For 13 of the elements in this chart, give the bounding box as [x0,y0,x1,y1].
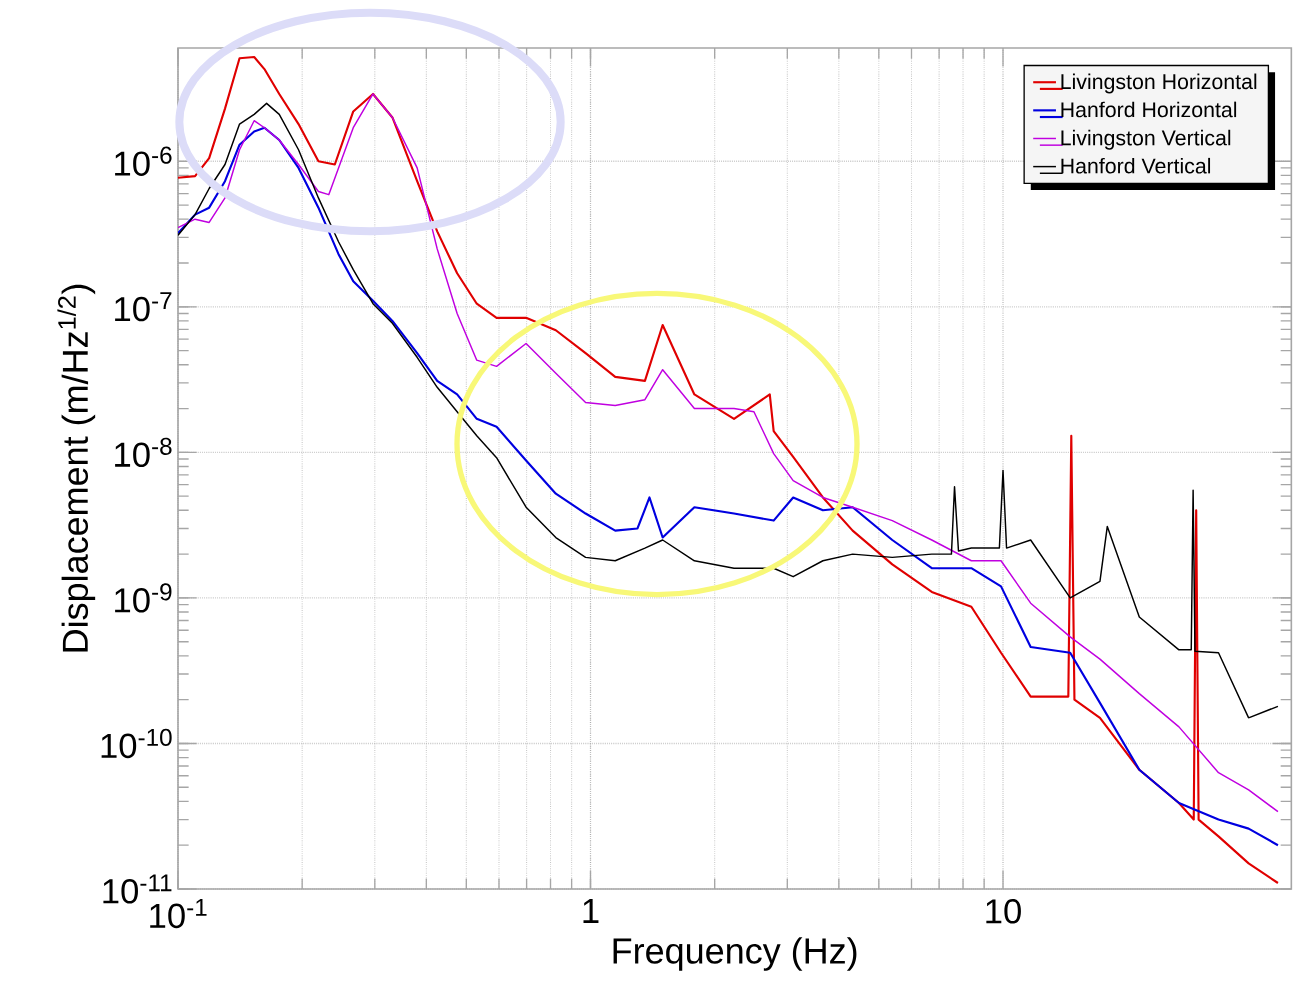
y-tick-label: 10$^{-10}$ [101,728,172,759]
x-axis-title: Frequency (Hz) [613,937,857,971]
legend-label: Livingston Vertical [1061,129,1231,150]
x-tick-label: 1 [583,899,599,923]
y-tick-label: 10$^{-8}$ [115,437,172,468]
y-tick-label: 10$^{-6}$ [115,146,172,176]
x-tick-label: 10 [986,899,1021,924]
legend-label: Hanford Vertical [1061,157,1211,174]
legend-label: Livingston Horizontal [1061,73,1257,94]
legend-label: Hanford Horizontal [1061,101,1237,118]
y-tick-label: 10$^{-7}$ [115,292,172,322]
y-axis-title: Displacement (m/Hz$^{1/2}$) [57,284,96,652]
y-tick-label: 10$^{-9}$ [115,583,172,613]
